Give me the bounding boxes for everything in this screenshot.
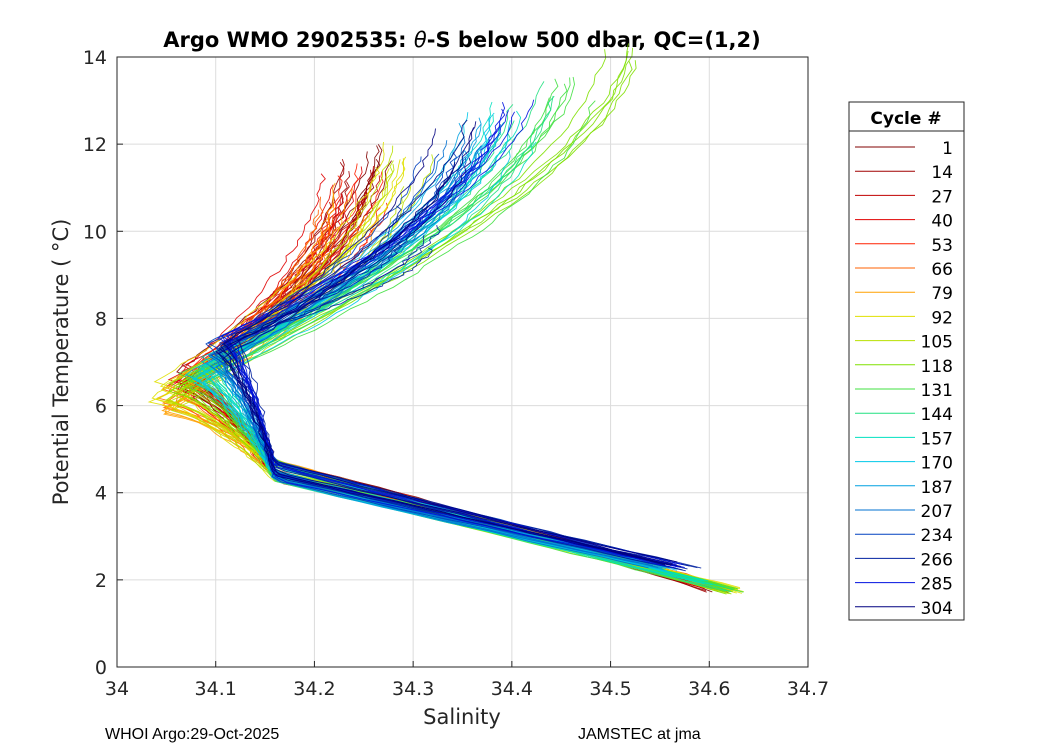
chart-title: Argo WMO 2902535: θ-S below 500 dbar, QC… [163,28,760,52]
y-tick-label: 2 [95,570,107,592]
legend-label-157: 157 [921,429,953,449]
profile-line-cycle-105 [166,163,737,591]
legend-label-1: 1 [942,139,953,159]
profile-line-cycle-304 [221,121,671,566]
x-tick-label: 34.6 [688,678,730,700]
profile-line-cycle-187 [215,152,670,569]
legend-label-144: 144 [921,405,953,425]
profile-line-cycle-266 [230,241,698,569]
profile-curves [147,43,744,595]
x-axis-label: Salinity [423,705,501,729]
profile-line-cycle-170 [202,151,678,571]
chart-title-theta: θ [414,28,427,52]
legend-label-92: 92 [931,308,953,328]
x-tick-label: 34.7 [787,678,829,700]
legend-label-53: 53 [931,236,953,256]
profile-line-cycle-304 [220,119,673,565]
y-tick-label: 12 [83,134,107,156]
chart-title-suffix: -S below 500 dbar, QC=(1,2) [427,28,761,52]
y-tick-label: 4 [95,483,107,505]
x-tick-label: 34.4 [491,678,533,700]
y-tick-label: 8 [95,308,107,330]
chart-title-prefix: Argo WMO 2902535: [163,28,414,52]
legend-label-187: 187 [921,478,953,498]
x-tick-label: 34.2 [293,678,335,700]
profile-line-cycle-304 [218,157,682,567]
legend-label-27: 27 [931,187,953,207]
y-axis-label: Potential Temperature ( °C) [49,219,73,506]
profile-line-cycle-266 [226,234,683,571]
x-tick-label: 34 [105,678,129,700]
legend-label-266: 266 [921,550,953,570]
legend-box [848,101,965,621]
legend-label-14: 14 [931,163,953,183]
legend-label-234: 234 [921,526,953,546]
footer-source: WHOI Argo:29-Oct-2025 [105,726,280,743]
y-tick-label: 10 [83,221,107,243]
legend-label-66: 66 [931,260,953,280]
legend-label-79: 79 [931,284,953,304]
profile-line-cycle-304 [222,128,678,563]
legend-label-170: 170 [921,454,953,474]
legend-label-40: 40 [931,212,953,232]
y-tick-label: 14 [83,47,107,69]
legend: Cycle # 1 14 27 40 53 66 79 92 105 118 131 144 157 17… [848,101,965,621]
x-tick-label: 34.3 [392,678,434,700]
legend-label-131: 131 [921,381,953,401]
legend-label-207: 207 [921,502,953,522]
footer-credit: JAMSTEC at jma [578,726,701,743]
x-tick-label: 34.1 [195,678,237,700]
y-tick-label: 0 [95,657,107,679]
legend-label-285: 285 [921,575,953,595]
profile-line-cycle-285 [217,111,679,568]
legend-label-105: 105 [921,333,953,353]
profile-line-cycle-234 [205,153,666,566]
plot-frame [116,56,809,668]
legend-title: Cycle # [870,109,941,129]
legend-label-304: 304 [921,599,953,619]
y-tick-label: 6 [95,396,107,418]
x-tick-label: 34.5 [589,678,631,700]
legend-label-118: 118 [921,357,953,377]
legend-items: 1 14 27 40 53 66 79 92 105 118 131 144 157 170 187 207 2… [855,139,953,619]
axis-ticks: 34 34.1 34.2 34.3 34.4 34.5 34.6 34.7 0 2 4 6 8 10 12 1… [83,47,829,700]
